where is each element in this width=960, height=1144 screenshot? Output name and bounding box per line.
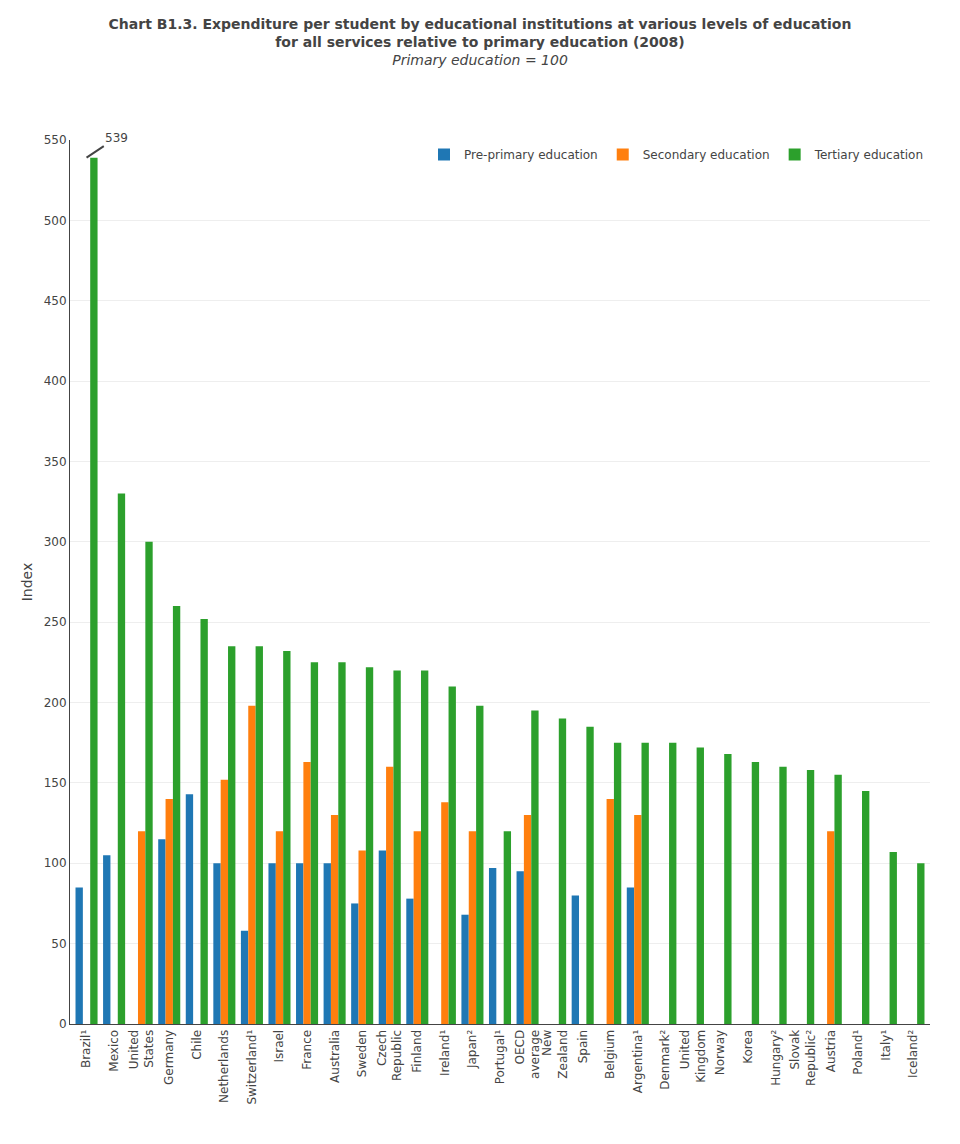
svg-text:200: 200	[44, 696, 67, 710]
svg-text:Argentina¹: Argentina¹	[631, 1030, 645, 1094]
svg-text:Hungary²: Hungary²	[769, 1030, 783, 1086]
svg-text:Switzerland¹: Switzerland¹	[245, 1030, 259, 1105]
svg-text:500: 500	[44, 214, 67, 228]
svg-text:250: 250	[44, 615, 67, 629]
svg-text:Secondary education: Secondary education	[643, 148, 770, 162]
svg-text:539: 539	[105, 131, 128, 145]
svg-text:Australia: Australia	[328, 1030, 342, 1083]
svg-text:UnitedKingdom: UnitedKingdom	[678, 1030, 708, 1083]
svg-text:Tertiary education: Tertiary education	[814, 148, 923, 162]
svg-text:CzechRepublic: CzechRepublic	[375, 1030, 405, 1081]
svg-text:Belgium: Belgium	[603, 1030, 617, 1079]
svg-text:Israel: Israel	[272, 1030, 286, 1063]
svg-text:400: 400	[44, 374, 67, 388]
svg-text:UnitedStates: UnitedStates	[127, 1030, 157, 1069]
svg-text:NewZealand: NewZealand	[540, 1030, 570, 1079]
svg-text:Denmark²: Denmark²	[658, 1030, 672, 1090]
svg-text:150: 150	[44, 776, 67, 790]
svg-text:Mexico: Mexico	[107, 1030, 121, 1072]
svg-text:Index: Index	[19, 563, 35, 602]
svg-text:OECDaverage: OECDaverage	[513, 1030, 543, 1079]
svg-text:50: 50	[51, 937, 66, 951]
svg-text:Netherlands: Netherlands	[217, 1030, 231, 1103]
svg-text:Brazil¹: Brazil¹	[79, 1030, 93, 1068]
svg-text:Poland¹: Poland¹	[851, 1030, 865, 1075]
svg-text:300: 300	[44, 535, 67, 549]
svg-text:0: 0	[59, 1017, 67, 1031]
svg-text:450: 450	[44, 294, 67, 308]
svg-text:Japan²: Japan²	[465, 1030, 479, 1069]
svg-text:Ireland¹: Ireland¹	[438, 1030, 452, 1077]
svg-text:Portugal¹: Portugal¹	[493, 1030, 507, 1085]
svg-text:350: 350	[44, 455, 67, 469]
svg-text:Spain: Spain	[576, 1030, 590, 1064]
svg-text:Italy¹: Italy¹	[879, 1030, 893, 1061]
svg-text:Finland: Finland	[410, 1030, 424, 1073]
svg-text:550: 550	[44, 133, 67, 147]
svg-text:Pre-primary education: Pre-primary education	[464, 148, 598, 162]
svg-text:Sweden: Sweden	[355, 1030, 369, 1077]
svg-text:100: 100	[44, 856, 67, 870]
svg-text:Chile: Chile	[190, 1030, 204, 1060]
svg-text:Germany: Germany	[162, 1030, 176, 1085]
svg-text:Norway: Norway	[713, 1030, 727, 1076]
svg-text:SlovakRepublic²: SlovakRepublic²	[788, 1030, 818, 1086]
svg-text:Austria: Austria	[824, 1030, 838, 1072]
svg-text:Iceland²: Iceland²	[906, 1030, 920, 1078]
svg-text:Korea: Korea	[741, 1030, 755, 1064]
svg-text:Chart B1.3. Expenditure per st: Chart B1.3. Expenditure per student by e…	[109, 16, 852, 68]
svg-text:France: France	[300, 1030, 314, 1070]
